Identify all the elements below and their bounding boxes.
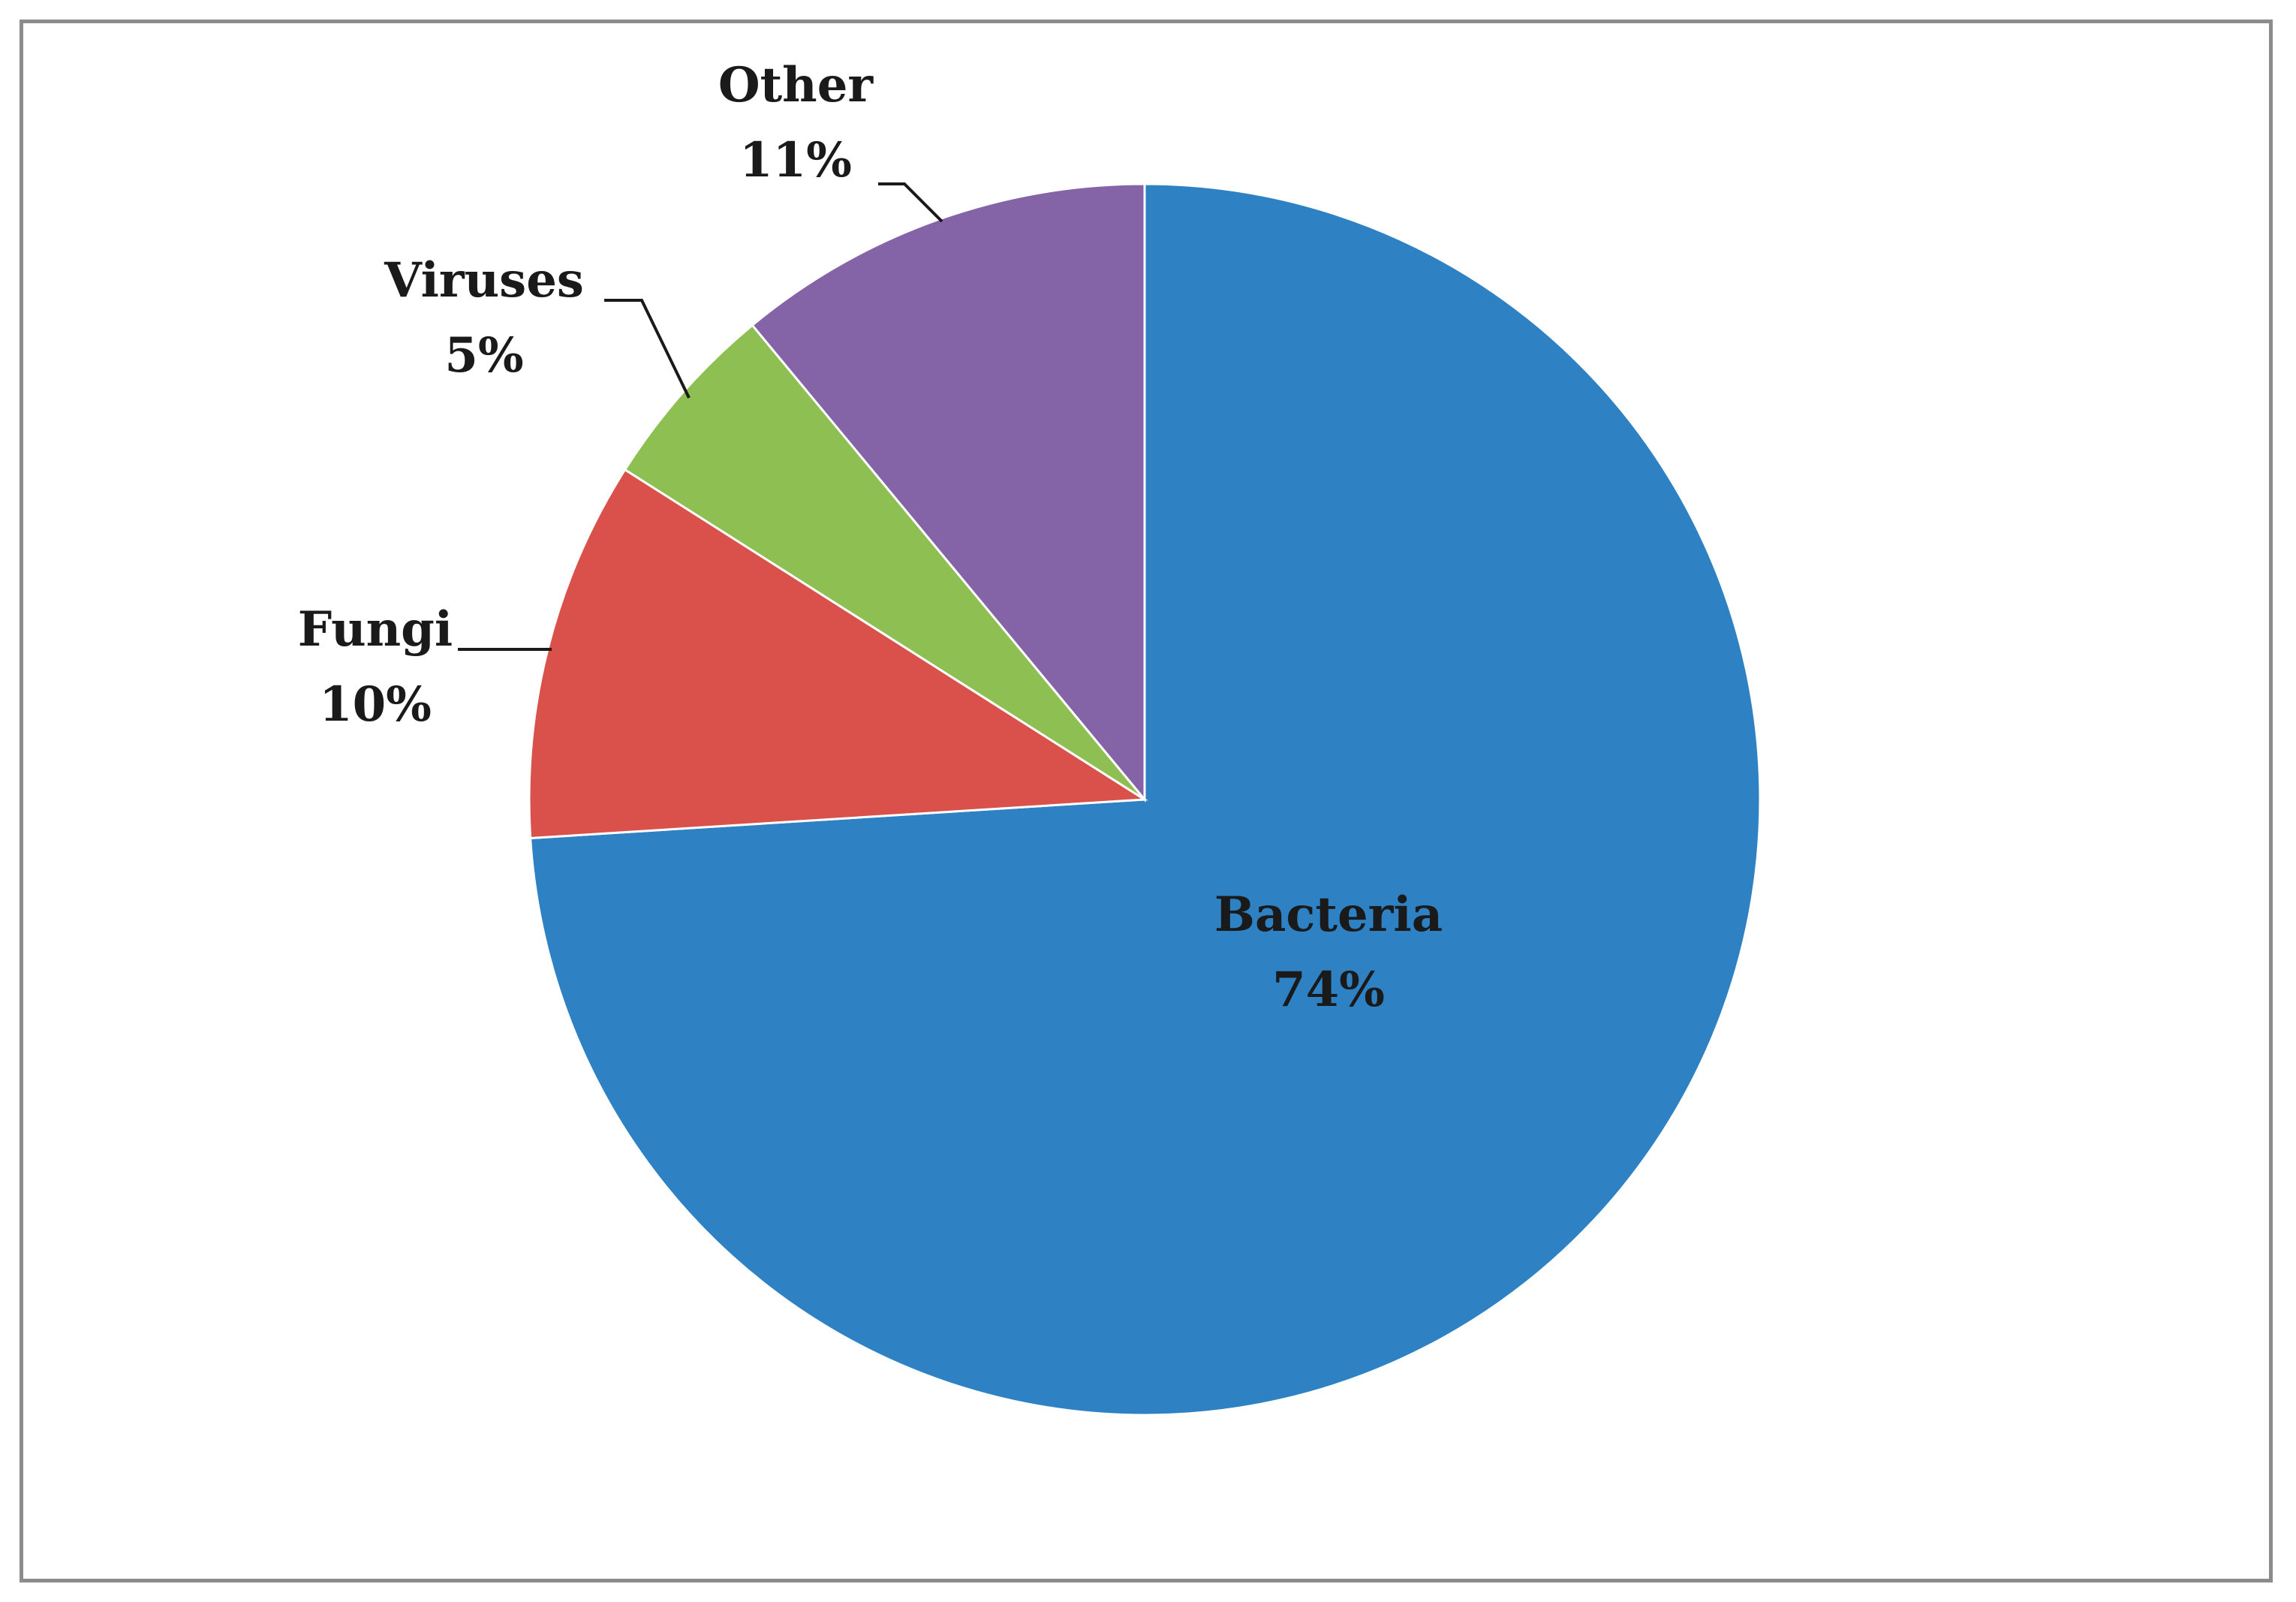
slice-value-other: 11% xyxy=(739,132,852,188)
slice-label-bacteria: Bacteria xyxy=(1214,887,1443,943)
slice-label-fungi: Fungi xyxy=(298,601,453,658)
leader-line-other xyxy=(878,182,943,223)
slice-value-bacteria: 74% xyxy=(1272,962,1385,1018)
pie-slice-other xyxy=(751,182,1146,803)
pie-slices xyxy=(528,182,1762,1417)
leader-line-viruses xyxy=(604,299,691,399)
pie-slice-viruses xyxy=(623,324,1146,801)
slice-value-fungi: 10% xyxy=(319,676,432,733)
slice-label-other: Other xyxy=(718,57,874,113)
slice-value-viruses: 5% xyxy=(444,327,523,384)
leader-lines xyxy=(458,182,943,651)
slice-labels: Bacteria 74% Fungi 10% Viruses 5% Other 11% xyxy=(298,57,1443,1018)
slice-label-viruses: Viruses xyxy=(384,252,584,309)
pie-slice-fungi xyxy=(528,468,1148,840)
